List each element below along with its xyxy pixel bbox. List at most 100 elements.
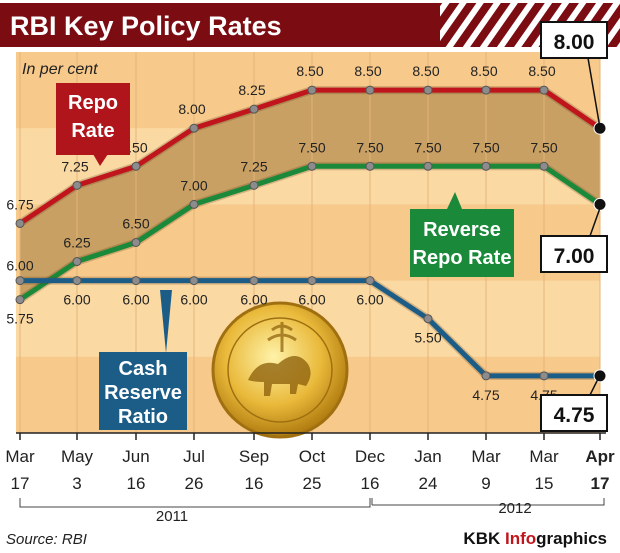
x-tick-day-1: 3 [72,474,81,493]
data-label-2-4: 6.00 [240,292,267,308]
x-tick-month-6: Dec [355,447,386,466]
point-1-0 [15,295,25,305]
data-label-1-9: 7.50 [530,139,557,155]
point-0-3 [189,123,199,133]
data-label-1-4: 7.25 [240,158,267,174]
point-1-5 [307,161,317,171]
point-1-2 [131,238,141,247]
data-label-1-6: 7.50 [356,139,383,155]
point-2-0 [15,276,25,286]
x-tick-day-9: 15 [535,474,554,493]
point-1-6 [365,161,375,171]
data-label-2-1: 6.00 [63,292,90,308]
data-label-0-9: 8.50 [528,63,555,79]
reverse-repo-end-value: 7.00 [554,245,595,268]
point-1-4 [249,180,259,190]
data-label-2-3: 6.00 [180,292,207,308]
x-tick-month-10: Apr [585,447,615,466]
point-1-9 [539,161,549,171]
data-label-0-7: 8.50 [412,63,439,79]
point-0-0 [15,218,25,228]
repo-callout: Repo Rate [56,83,130,166]
repo-band-fill [20,90,600,300]
rbi-coin-icon [211,301,349,439]
point-1-10 [593,197,607,211]
x-tick-month-9: Mar [529,447,559,466]
unit-label: In per cent [22,61,98,78]
data-label-0-3: 8.00 [178,101,205,117]
crr-callout: Cash Reserve Ratio [99,290,187,430]
data-label-2-6: 6.00 [356,292,383,308]
point-2-1 [72,276,82,286]
x-tick-day-5: 25 [303,474,322,493]
crr-label-line2: Reserve [104,382,182,404]
point-2-3 [189,276,199,286]
point-0-5 [307,85,317,95]
brand-kbk: KBK [463,529,505,548]
data-label-1-7: 7.50 [414,139,441,155]
reverse-repo-label-line2: Repo Rate [413,247,512,269]
x-tick-month-4: Sep [239,447,269,466]
data-label-2-0: 6.00 [6,258,33,274]
data-label-1-3: 7.00 [180,177,207,193]
point-1-7 [423,161,433,171]
x-tick-day-10: 17 [591,474,610,493]
x-tick-day-4: 16 [245,474,264,493]
x-tick-day-0: 17 [11,474,30,493]
data-labels: 6.75 7.25 7.50 8.00 8.25 8.50 8.50 8.50 8.50 8.50… [6,63,557,403]
x-tick-month-2: Jun [122,447,149,466]
data-label-0-0: 6.75 [6,196,33,212]
x-tick-month-7: Jan [414,447,441,466]
point-0-1 [72,180,82,190]
point-0-6 [365,85,375,95]
x-tick-day-3: 26 [185,474,204,493]
point-2-7 [423,314,433,324]
point-2-8 [481,371,491,381]
crr-end-value: 4.75 [554,404,595,427]
data-label-0-8: 8.50 [470,63,497,79]
brand-info: Info [505,529,536,548]
point-2-2 [131,276,141,286]
data-label-0-6: 8.50 [354,63,381,79]
repo-label-line1: Repo [68,92,118,114]
x-tick-month-0: Mar [5,447,35,466]
data-label-1-1: 6.25 [63,235,90,251]
year-2011: 2011 [156,508,188,525]
x-tick-month-8: Mar [471,447,501,466]
point-2-9 [539,371,549,381]
point-2-4 [249,276,259,286]
x-tick-month-3: Jul [183,447,205,466]
point-1-8 [481,161,491,171]
reverse-repo-label-line1: Reverse [423,219,501,241]
x-tick-day-2: 16 [127,474,146,493]
point-0-9 [539,85,549,95]
crr-label-line3: Ratio [118,406,168,428]
point-0-10 [593,121,607,135]
data-label-0-4: 8.25 [238,82,265,98]
point-1-1 [72,257,82,267]
repo-end-value: 8.00 [554,31,595,54]
data-label-1-2: 6.50 [122,216,149,232]
point-2-6 [365,276,375,286]
x-tick-month-1: May [61,447,94,466]
repo-end-box: 8.00 [540,21,608,129]
brand-graphics: graphics [536,529,607,548]
reverse-repo-callout: Reverse Repo Rate [410,192,514,277]
series-lines [15,85,607,383]
point-1-3 [189,199,199,209]
source-note: Source: RBI [6,531,87,548]
data-label-1-5: 7.50 [298,139,325,155]
crr-label-line1: Cash [119,358,168,380]
x-tick-day-7: 24 [419,474,438,493]
x-axis-ticks: Mar 17 May 3 Jun 16 Jul 26 Sep 16 Oct 25 Dec 16 Jan 24 M… [5,433,615,493]
year-2012: 2012 [498,500,531,517]
repo-label-line2: Rate [71,120,114,142]
x-tick-month-5: Oct [299,447,326,466]
point-2-5 [307,276,317,286]
data-label-2-2: 6.00 [122,292,149,308]
data-label-2-7: 5.50 [414,330,441,346]
data-label-2-8: 4.75 [472,387,499,403]
crr-end-box: 4.75 [540,374,608,432]
